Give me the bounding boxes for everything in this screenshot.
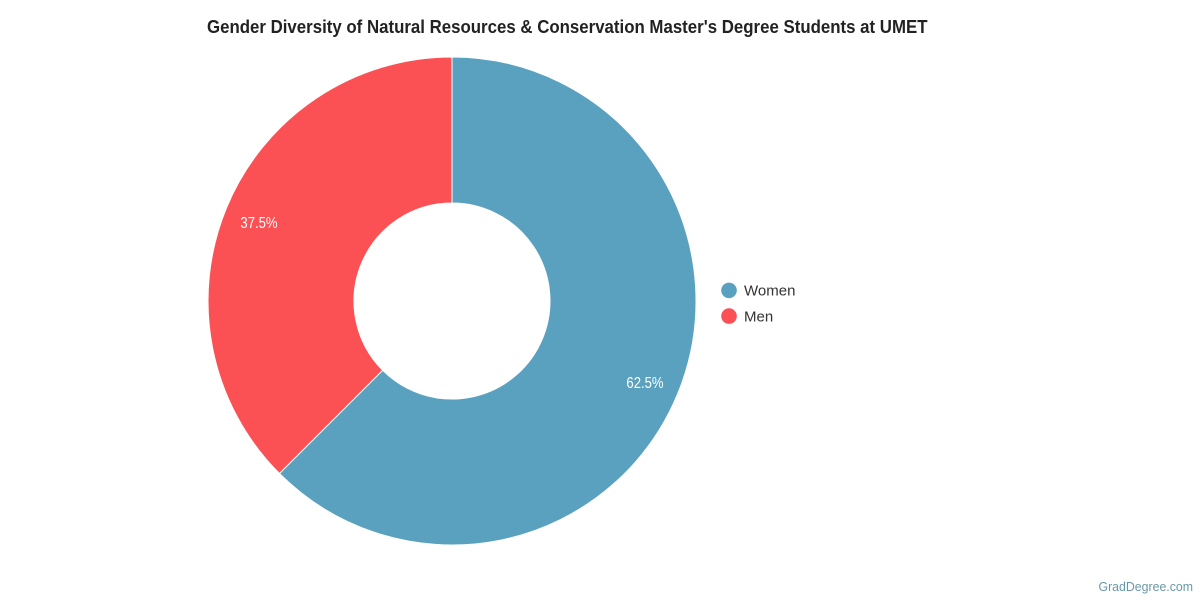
svg-text:GradDegree.com: GradDegree.com <box>1099 579 1194 594</box>
svg-text:Men: Men <box>744 308 773 325</box>
svg-text:Women: Women <box>744 283 795 300</box>
svg-text:62.5%: 62.5% <box>626 375 663 392</box>
svg-text:Gender Diversity of Natural Re: Gender Diversity of Natural Resources & … <box>207 16 928 37</box>
svg-text:37.5%: 37.5% <box>240 215 277 232</box>
